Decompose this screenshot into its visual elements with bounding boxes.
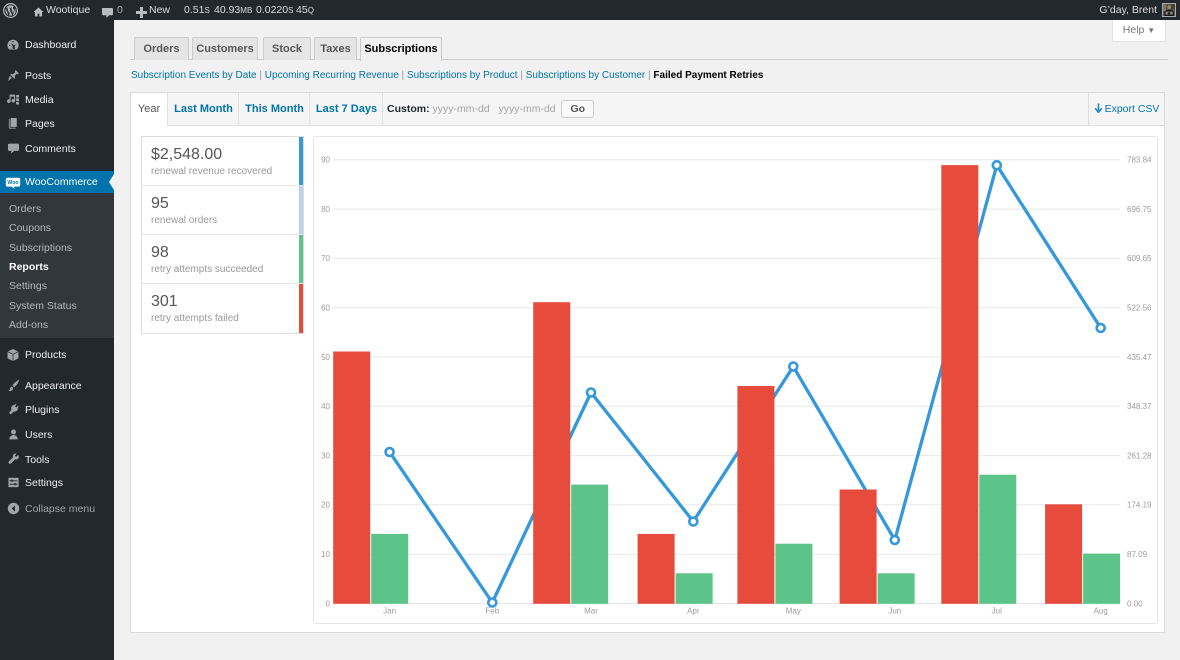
svg-text:Apr: Apr — [687, 607, 700, 616]
svg-text:80: 80 — [321, 205, 330, 214]
svg-text:Mar: Mar — [584, 607, 598, 616]
svg-text:0.00: 0.00 — [1127, 599, 1143, 608]
svg-text:30: 30 — [321, 451, 330, 460]
svg-text:Woo: Woo — [7, 180, 18, 186]
svg-text:Aug: Aug — [1094, 607, 1108, 616]
svg-text:696.75: 696.75 — [1127, 205, 1152, 214]
svg-text:609.65: 609.65 — [1127, 254, 1152, 263]
svg-text:Jun: Jun — [888, 607, 901, 616]
svg-text:174.19: 174.19 — [1127, 501, 1152, 510]
svg-text:50: 50 — [321, 353, 330, 362]
svg-text:Jan: Jan — [383, 607, 396, 616]
svg-text:40: 40 — [321, 402, 330, 411]
svg-text:70: 70 — [321, 254, 330, 263]
svg-text:Feb: Feb — [485, 607, 499, 616]
svg-text:783.84: 783.84 — [1127, 156, 1152, 165]
svg-text:20: 20 — [321, 501, 330, 510]
svg-text:90: 90 — [321, 156, 330, 165]
svg-text:261.28: 261.28 — [1127, 451, 1152, 460]
svg-text:348.37: 348.37 — [1127, 402, 1152, 411]
svg-text:522.56: 522.56 — [1127, 304, 1152, 313]
svg-text:0: 0 — [326, 599, 331, 608]
svg-text:87.09: 87.09 — [1127, 550, 1148, 559]
svg-text:10: 10 — [321, 550, 330, 559]
svg-text:May: May — [786, 607, 801, 616]
svg-text:60: 60 — [321, 304, 330, 313]
svg-text:435.47: 435.47 — [1127, 353, 1152, 362]
svg-text:Jul: Jul — [992, 607, 1002, 616]
